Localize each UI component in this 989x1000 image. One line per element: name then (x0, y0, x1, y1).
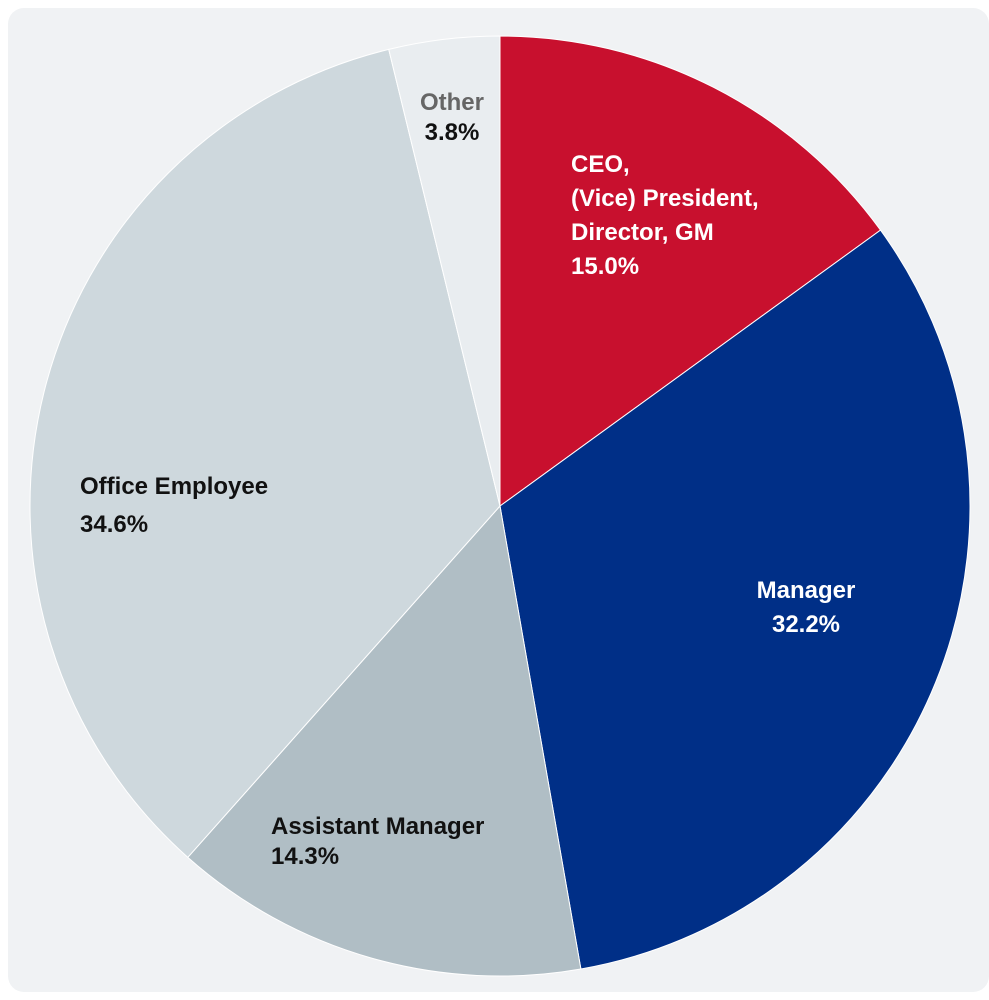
slice-label-2: Assistant Manager 14.3% (271, 813, 484, 870)
slice-label-3: Office Employee 34.6% (80, 473, 268, 538)
slice-label-text: Manager (757, 577, 856, 604)
slice-label-1: Manager 32.2% (757, 577, 856, 638)
pie-slices (29, 35, 971, 977)
slice-label-text: Assistant Manager (271, 813, 484, 840)
slice-label-text: (Vice) President, (571, 185, 759, 212)
slice-value-label: 3.8% (425, 119, 480, 146)
slice-label-text: Director, GM (571, 219, 714, 246)
slice-labels: CEO, (Vice) President, Director, GM 15.0% Ma… (80, 89, 855, 870)
pie-slice-0 (499, 35, 882, 507)
slice-value-label: 15.0% (571, 253, 639, 280)
pie-slice-4 (388, 35, 501, 507)
slice-value-label: 14.3% (271, 843, 339, 870)
slice-label-0: CEO, (Vice) President, Director, GM 15.0% (571, 151, 759, 280)
pie-slice-3 (29, 48, 501, 859)
slice-value-label: 32.2% (772, 611, 840, 638)
pie-slice-1 (499, 229, 971, 970)
slice-value-label: 34.6% (80, 511, 148, 538)
slice-label-text: CEO, (571, 151, 630, 178)
slice-label-text: Office Employee (80, 473, 268, 500)
pie-slice-2 (187, 504, 582, 977)
slice-label-4: Other 3.8% (420, 89, 484, 146)
slice-label-text: Other (420, 89, 484, 116)
